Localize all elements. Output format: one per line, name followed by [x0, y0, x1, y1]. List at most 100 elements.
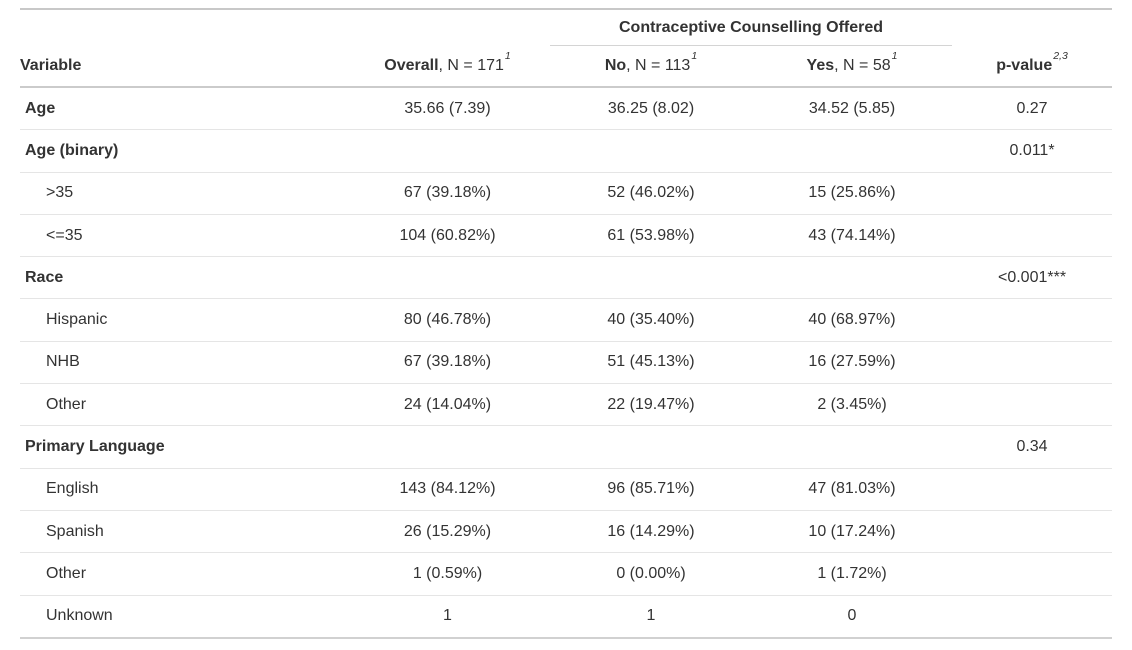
col-header-no-n: , N = 113 — [626, 57, 691, 74]
cell-no: 61 (53.98%) — [550, 214, 752, 258]
cell-yes — [752, 129, 953, 173]
cell-overall: 35.66 (7.39) — [345, 87, 550, 131]
cell-yes: 47 (81.03%) — [752, 468, 953, 511]
cell-overall: 67 (39.18%) — [345, 341, 550, 385]
row-label: <=35 — [20, 214, 345, 258]
cell-no — [550, 425, 752, 469]
cell-yes: 2 (3.45%) — [752, 383, 953, 427]
cell-pvalue: <0.001*** — [952, 256, 1113, 300]
footnote-mark: 1 — [691, 50, 698, 62]
table-row-primary-language: Primary Language 0.34 — [20, 425, 1113, 469]
cell-no: 36.25 (8.02) — [550, 87, 752, 131]
col-header-yes-n: , N = 58 — [834, 57, 891, 74]
cell-pvalue — [952, 383, 1113, 427]
row-label: Hispanic — [20, 298, 345, 342]
table-row-age-binary: Age (binary) 0.011* — [20, 129, 1113, 173]
col-header-yes: Yes, N = 581 — [752, 45, 953, 88]
row-label: Primary Language — [20, 425, 345, 469]
table-row-age: Age 35.66 (7.39) 36.25 (8.02) 34.52 (5.8… — [20, 87, 1113, 131]
column-spanner-contraceptive-counselling: Contraceptive Counselling Offered — [550, 9, 953, 46]
footnote-mark: 2,3 — [1053, 49, 1068, 62]
cell-pvalue — [952, 552, 1113, 596]
cell-overall — [345, 256, 550, 300]
spanner-spacer-left — [20, 9, 550, 46]
cell-pvalue — [952, 510, 1113, 554]
cell-no: 96 (85.71%) — [550, 468, 752, 511]
cell-yes: 34.52 (5.85) — [752, 87, 953, 131]
cell-no: 52 (46.02%) — [550, 172, 752, 215]
row-label: >35 — [20, 172, 345, 215]
cell-no — [550, 256, 752, 300]
cell-overall: 26 (15.29%) — [345, 510, 550, 554]
cell-pvalue — [952, 172, 1113, 215]
cell-no: 22 (19.47%) — [550, 383, 752, 427]
cell-no — [550, 129, 752, 173]
cell-no: 1 — [646, 607, 656, 625]
footnote-mark: 1 — [891, 50, 898, 62]
table-row-hispanic: Hispanic 80 (46.78%) 40 (35.40%) 40 (68.… — [20, 298, 1113, 342]
row-label: English — [20, 468, 345, 511]
cell-no: 51 (45.13%) — [550, 341, 752, 385]
row-label: Unknown — [46, 607, 113, 625]
cell-overall — [345, 425, 550, 469]
row-label: Race — [20, 256, 345, 300]
cell-yes: 10 (17.24%) — [752, 510, 953, 554]
col-header-no-label: No — [604, 57, 627, 74]
cell-no: 40 (35.40%) — [550, 298, 752, 342]
col-header-overall-n: , N = 171 — [438, 56, 504, 74]
spanner-spacer-right — [952, 9, 1112, 46]
footnote-mark: 1 — [504, 49, 511, 62]
row-label: Other — [20, 552, 345, 596]
cell-yes: 1 (1.72%) — [752, 552, 953, 596]
cell-yes: 40 (68.97%) — [752, 298, 953, 342]
cell-yes: 43 (74.14%) — [752, 214, 953, 258]
cell-pvalue — [952, 214, 1113, 258]
cell-no: 16 (14.29%) — [550, 510, 752, 554]
cell-overall: 1 — [443, 607, 452, 625]
table-row-race: Race <0.001*** — [20, 256, 1113, 300]
cell-pvalue: 0.34 — [952, 425, 1113, 469]
cell-overall — [345, 129, 550, 173]
cell-pvalue: 0.011* — [952, 129, 1113, 173]
cell-no: 0 (0.00%) — [550, 552, 752, 596]
cell-yes — [752, 425, 953, 469]
row-label: NHB — [20, 341, 345, 385]
cell-pvalue — [952, 468, 1113, 511]
col-header-yes-label: Yes — [806, 57, 835, 74]
col-header-pvalue: p-value2,3 — [952, 45, 1113, 88]
cell-yes: 16 (27.59%) — [752, 341, 953, 385]
col-header-variable-label: Variable — [20, 56, 82, 74]
table-row-age-le35: <=35 104 (60.82%) 61 (53.98%) 43 (74.14%… — [20, 214, 1113, 258]
cell-pvalue — [952, 595, 1112, 638]
cell-yes: 0 — [847, 607, 857, 625]
row-label: Age — [20, 87, 345, 131]
column-header-row: Variable Overall, N = 1711 No, N = 1131 … — [20, 45, 1113, 88]
cell-overall: 104 (60.82%) — [345, 214, 550, 258]
summary-table-container: Contraceptive Counselling Offered Variab… — [20, 8, 1113, 639]
col-header-variable: Variable — [20, 45, 345, 88]
table-row-nhb: NHB 67 (39.18%) 51 (45.13%) 16 (27.59%) — [20, 341, 1113, 385]
table-row-language-other: Other 1 (0.59%) 0 (0.00%) 1 (1.72%) — [20, 552, 1113, 596]
row-label: Spanish — [20, 510, 345, 554]
cell-overall: 80 (46.78%) — [345, 298, 550, 342]
cell-overall: 143 (84.12%) — [345, 468, 550, 511]
cell-overall: 67 (39.18%) — [345, 172, 550, 215]
row-label: Other — [20, 383, 345, 427]
row-label: Age (binary) — [20, 129, 345, 173]
summary-table: Contraceptive Counselling Offered Variab… — [20, 8, 1113, 639]
table-row-spanish: Spanish 26 (15.29%) 16 (14.29%) 10 (17.2… — [20, 510, 1113, 554]
cell-yes — [752, 256, 953, 300]
col-header-no: No, N = 1131 — [550, 45, 752, 88]
spanner-row: Contraceptive Counselling Offered — [20, 9, 1112, 46]
table-row-unknown: Unknown 1 1 0 — [20, 595, 1112, 638]
col-header-overall-label: Overall — [384, 56, 439, 74]
cell-overall: 24 (14.04%) — [345, 383, 550, 427]
cell-pvalue — [952, 298, 1113, 342]
cell-yes: 15 (25.86%) — [752, 172, 953, 215]
col-header-overall: Overall, N = 1711 — [345, 45, 550, 88]
table-row-race-other: Other 24 (14.04%) 22 (19.47%) 2 (3.45%) — [20, 383, 1113, 427]
cell-overall: 1 (0.59%) — [345, 552, 550, 596]
col-header-pvalue-label: p-value — [996, 56, 1053, 74]
table-row-age-gt35: >35 67 (39.18%) 52 (46.02%) 15 (25.86%) — [20, 172, 1113, 215]
table-row-english: English 143 (84.12%) 96 (85.71%) 47 (81.… — [20, 468, 1113, 511]
